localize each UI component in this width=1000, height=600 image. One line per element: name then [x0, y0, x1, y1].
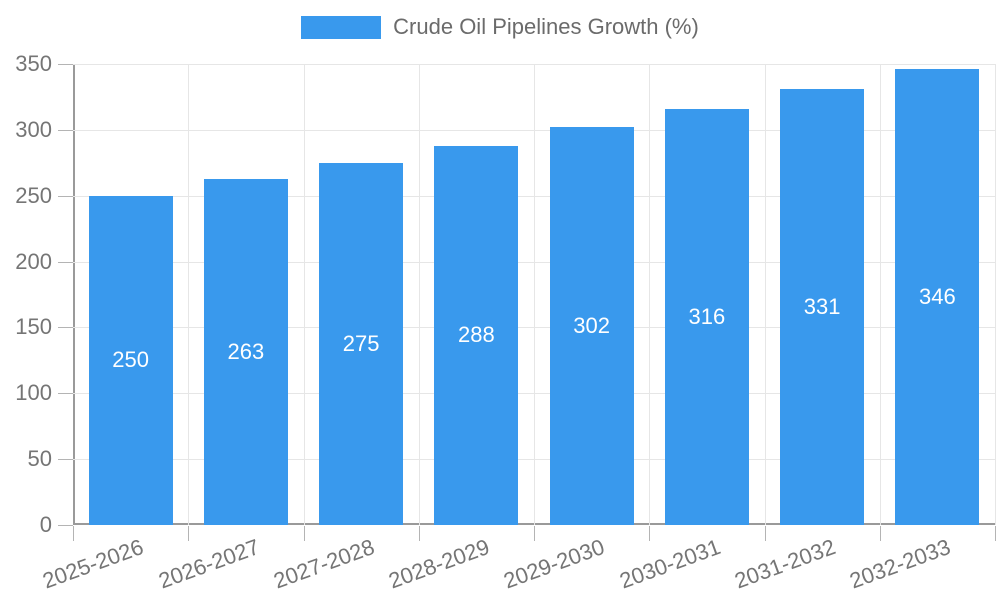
x-gridline: [418, 64, 420, 525]
bar[interactable]: 302: [549, 127, 634, 525]
y-tick-label: 100: [15, 380, 52, 406]
bar[interactable]: 316: [664, 108, 749, 525]
x-gridline: [995, 64, 996, 525]
x-tick-label: 2029-2030: [500, 534, 609, 594]
y-tick: [58, 327, 73, 329]
x-tick: [418, 526, 420, 541]
bar-value-label: 316: [688, 303, 726, 329]
y-tick: [58, 195, 73, 197]
bar[interactable]: 331: [780, 89, 865, 525]
x-tick-label: 2031-2032: [731, 534, 839, 594]
legend-swatch[interactable]: [301, 15, 382, 39]
bar[interactable]: 288: [434, 145, 519, 525]
bar[interactable]: 263: [203, 178, 288, 525]
x-tick: [534, 526, 535, 541]
x-tick: [649, 526, 651, 541]
y-tick-label: 150: [15, 314, 52, 340]
y-tick-label: 350: [15, 51, 52, 76]
x-tick: [764, 526, 766, 541]
legend-label: Crude Oil Pipelines Growth (%): [393, 14, 699, 39]
y-tick-label: 0: [39, 512, 52, 537]
x-tick-label: 2026-2027: [155, 534, 263, 594]
bar-value-label: 275: [342, 330, 380, 356]
y-tick: [58, 261, 73, 263]
bar-value-label: 331: [803, 294, 841, 319]
x-tick-label: 2030-2031: [616, 534, 724, 594]
x-tick: [879, 526, 881, 541]
chart-legend[interactable]: Crude Oil Pipelines Growth (%): [0, 14, 1000, 40]
x-tick-label: 2028-2029: [385, 534, 493, 594]
x-tick-label: 2027-2028: [270, 534, 378, 594]
x-gridline: [879, 64, 881, 525]
x-tick: [188, 526, 190, 541]
x-gridline: [649, 64, 651, 525]
bar-value-label: 263: [227, 338, 265, 364]
y-tick-label: 50: [27, 446, 52, 472]
bar[interactable]: 250: [88, 195, 173, 525]
x-tick: [73, 526, 74, 541]
bar-value-label: 346: [919, 284, 956, 310]
bar-value-label: 302: [573, 313, 610, 339]
bar[interactable]: 275: [319, 162, 404, 525]
x-gridline: [534, 64, 535, 525]
x-gridline: [188, 64, 190, 525]
bar-value-label: 288: [458, 322, 495, 348]
bar[interactable]: 346: [895, 69, 980, 525]
y-tick-label: 250: [15, 182, 52, 208]
y-tick-label: 200: [15, 248, 52, 274]
y-tick: [58, 393, 73, 395]
y-tick: [58, 525, 73, 526]
y-tick-label: 300: [15, 116, 52, 142]
y-tick: [58, 459, 73, 461]
x-tick: [303, 526, 305, 541]
y-tick: [58, 64, 73, 65]
x-gridline: [303, 64, 305, 525]
bar-value-label: 250: [112, 347, 149, 373]
x-tick-label: 2032-2033: [846, 534, 954, 594]
x-tick-label: 2025-2026: [39, 534, 148, 594]
x-tick: [995, 526, 996, 541]
y-tick: [58, 129, 73, 131]
x-gridline: [764, 64, 766, 525]
